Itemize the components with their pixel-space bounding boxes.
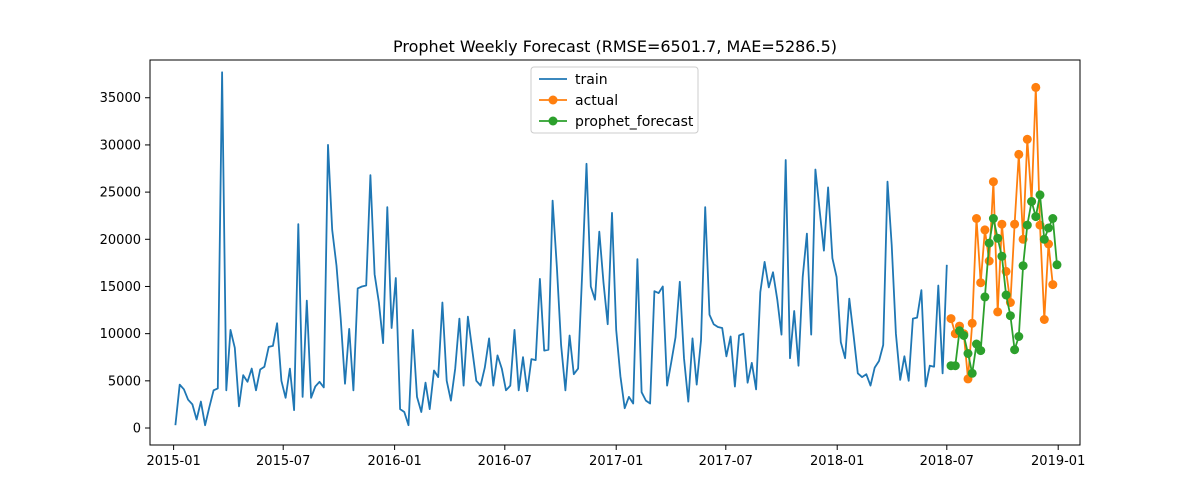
y-tick-label: 25000	[100, 186, 141, 201]
data-point-prophet-forecast	[1052, 260, 1062, 270]
data-point-prophet-forecast	[950, 361, 960, 371]
x-tick-label: 2019-01	[1031, 454, 1085, 469]
y-tick-label: 30000	[100, 138, 141, 153]
x-tick-label: 2015-07	[256, 454, 310, 469]
data-point-prophet-forecast	[988, 214, 998, 223]
x-tick-label: 2015-01	[146, 454, 200, 469]
data-point-actual	[997, 219, 1007, 229]
data-point-prophet-forecast	[1014, 332, 1024, 341]
data-point-prophet-forecast	[1001, 290, 1011, 300]
data-point-prophet-forecast	[997, 251, 1007, 261]
plot-frame	[149, 59, 1081, 446]
legend-marker	[548, 116, 558, 126]
data-point-prophet-forecast	[972, 339, 981, 349]
data-point-prophet-forecast	[1039, 234, 1049, 244]
data-point-actual	[1031, 82, 1041, 92]
data-point-prophet-forecast	[1005, 311, 1015, 321]
data-point-actual	[1039, 315, 1049, 324]
data-point-actual	[1048, 280, 1058, 290]
data-point-prophet-forecast	[1044, 223, 1053, 233]
series-line-train	[174, 71, 948, 427]
legend-box	[530, 66, 699, 134]
y-tick-label: 20000	[100, 233, 141, 248]
data-point-prophet-forecast	[1010, 345, 1020, 355]
y-tick-label: 0	[133, 422, 141, 437]
x-tick-label: 2017-01	[589, 454, 643, 469]
data-point-prophet-forecast	[1027, 197, 1037, 206]
data-point-actual	[980, 225, 990, 235]
legend-label: actual	[575, 93, 618, 109]
data-point-prophet-forecast	[1048, 214, 1058, 223]
x-tick-label: 2016-01	[367, 454, 421, 469]
data-point-prophet-forecast	[1018, 261, 1028, 271]
legend-marker	[548, 95, 558, 105]
data-point-prophet-forecast	[1035, 190, 1045, 200]
y-tick-label: 5000	[108, 374, 141, 389]
x-tick-label: 2018-07	[920, 454, 974, 469]
legend-item-prophet-forecast: prophet_forecast	[539, 114, 694, 130]
legend-item-train: train	[539, 72, 608, 88]
data-point-actual	[993, 307, 1003, 317]
data-point-prophet-forecast	[993, 233, 1003, 243]
x-tick-label: 2018-01	[810, 454, 864, 469]
y-tick-label: 10000	[100, 327, 141, 342]
series-prophet-forecast	[946, 190, 1062, 378]
data-point-actual	[972, 214, 981, 223]
chart-title: Prophet Weekly Forecast (RMSE=6501.7, MA…	[393, 37, 837, 56]
legend-item-actual: actual	[539, 93, 618, 109]
data-point-prophet-forecast	[959, 331, 969, 340]
data-point-actual	[967, 318, 977, 328]
legend-label: prophet_forecast	[575, 114, 694, 130]
legend: train actual prophet_forecast	[530, 66, 699, 134]
data-point-prophet-forecast	[963, 349, 973, 358]
data-point-actual	[976, 278, 986, 288]
data-point-prophet-forecast	[967, 368, 977, 378]
data-point-actual	[1014, 149, 1024, 159]
y-tick-label: 35000	[100, 91, 141, 106]
data-point-prophet-forecast	[1031, 212, 1041, 222]
axes-layer: 2015-01 2015-07 2016-01 2016-07 2017-01 2017-…	[100, 59, 1085, 469]
series-train	[174, 71, 948, 427]
data-point-actual	[984, 256, 994, 266]
data-point-prophet-forecast	[980, 292, 990, 302]
data-point-prophet-forecast	[1022, 220, 1032, 230]
data-point-prophet-forecast	[984, 238, 994, 248]
data-point-prophet-forecast	[976, 346, 986, 356]
data-point-actual	[1022, 134, 1032, 144]
x-tick-label: 2017-07	[699, 454, 753, 469]
data-point-actual	[946, 314, 956, 324]
y-tick-label: 15000	[100, 280, 141, 295]
series-layer	[174, 71, 1062, 427]
data-point-actual	[988, 177, 998, 187]
legend-label: train	[575, 72, 608, 88]
x-tick-label: 2016-07	[478, 454, 532, 469]
data-point-actual	[1010, 219, 1020, 229]
